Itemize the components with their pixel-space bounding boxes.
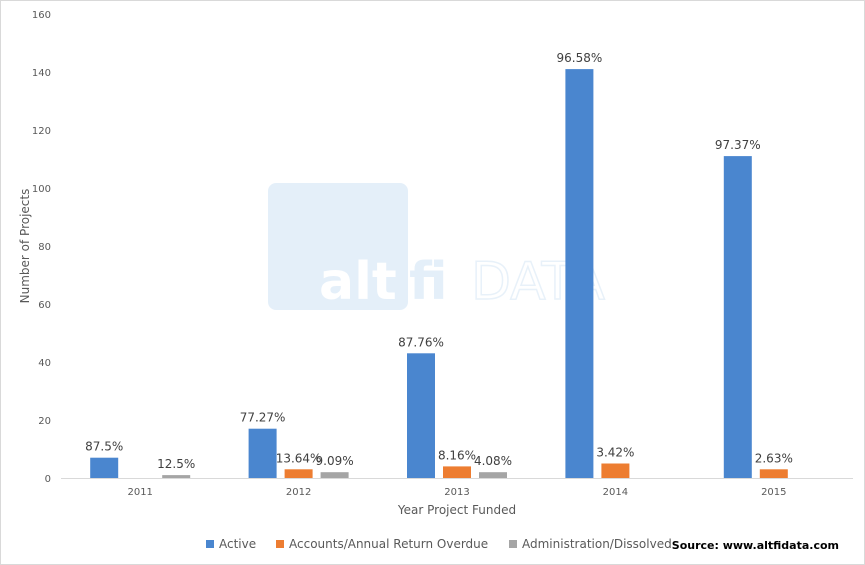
data-label: 2.63% [755,451,793,465]
y-tick-label: 40 [38,358,51,369]
bar-accounts-annual-return-overdue-2013 [443,466,471,478]
data-label: 87.76% [398,335,444,349]
y-tick-label: 20 [38,416,51,427]
bar-active-2011 [90,457,119,478]
data-label: 13.64% [276,451,322,465]
legend-label: Accounts/Annual Return Overdue [289,537,488,551]
x-tick-label: 2011 [127,487,152,498]
bar-active-2012 [248,428,277,478]
watermark-logo: alt fi DATA [268,183,606,313]
data-label: 77.27% [240,411,286,425]
y-tick-label: 80 [38,242,51,253]
x-axis-title: Year Project Funded [397,503,516,517]
data-label: 96.58% [557,51,603,65]
bars-group: 87.5% 12.5% 77.27% 13.64%9.09% 87.76% 8.16%4.… [85,51,793,478]
data-label: 3.42% [596,446,634,460]
y-axis: 0 20 40 60 80 100 120 140 160 [32,10,51,485]
bar-active-2013 [407,353,435,478]
legend: Active Accounts/Annual Return Overdue Admi… [206,537,672,551]
source-note: Source: www.altfidata.com [672,539,839,552]
y-tick-label: 140 [32,68,51,79]
data-label: 4.08% [474,454,512,468]
legend-swatch [276,540,284,548]
legend-swatch [509,540,517,548]
y-axis-title: Number of Projects [18,189,32,304]
y-tick-label: 160 [32,10,51,21]
bar-administration-dissolved-2013 [479,472,507,478]
data-label: 87.5% [85,440,123,454]
legend-label: Active [219,537,256,551]
data-label: 97.37% [715,138,761,152]
y-tick-label: 100 [32,184,51,195]
data-label: 8.16% [438,448,476,462]
bar-active-2014 [565,69,594,478]
watermark-alt: alt [319,252,397,312]
data-label: 9.09% [316,454,354,468]
bar-accounts-annual-return-overdue-2012 [284,469,313,478]
x-tick-label: 2014 [603,487,628,498]
data-label: 12.5% [157,457,195,471]
watermark-fi: fi [409,252,448,312]
y-tick-label: 0 [45,474,51,485]
bar-accounts-annual-return-overdue-2015 [759,469,788,478]
bar-active-2015 [723,156,752,478]
y-tick-label: 120 [32,126,51,137]
x-tick-label: 2012 [286,487,311,498]
legend-label: Administration/Dissolved [522,537,672,551]
x-tick-label: 2015 [761,487,786,498]
y-tick-label: 60 [38,300,51,311]
x-axis: 2011 2012 2013 2014 2015 [61,478,853,498]
legend-swatch [206,540,214,548]
bar-administration-dissolved-2012 [320,472,349,478]
bar-accounts-annual-return-overdue-2014 [601,463,630,478]
bar-administration-dissolved-2011 [162,475,191,478]
x-tick-label: 2013 [444,487,469,498]
